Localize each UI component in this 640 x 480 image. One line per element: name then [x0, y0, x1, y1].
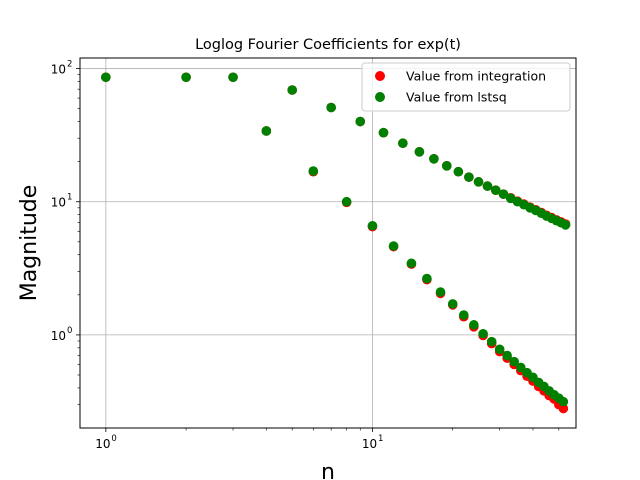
lstsq-point	[388, 241, 399, 251]
lstsq-point	[378, 127, 389, 138]
lstsq-point	[473, 177, 484, 187]
legend: Value from integration Value from lstsq	[361, 62, 571, 112]
lstsq-point	[429, 154, 439, 164]
lstsq-point	[486, 336, 497, 347]
legend-box	[361, 62, 571, 112]
x-tick-label-exponent: 1	[378, 434, 383, 444]
lstsq-point	[326, 102, 336, 113]
legend-label-lstsq: Value from lstsq	[406, 90, 507, 105]
lstsq-point	[447, 299, 458, 309]
lstsq-point	[435, 287, 446, 297]
lstsq-point	[414, 147, 425, 157]
x-tick-label-exponent: 0	[111, 434, 116, 444]
y-axis-label: Magnitude	[17, 185, 42, 302]
x-tick-label: 10	[362, 437, 377, 451]
y-tick-label: 10	[51, 63, 66, 77]
lstsq-point	[515, 362, 526, 373]
lstsq-point	[367, 220, 378, 231]
y-tick-label-exponent: 0	[67, 326, 72, 336]
lstsq-point	[398, 138, 408, 149]
lstsq-point	[287, 85, 298, 95]
chart-title: Loglog Fourier Coefficients for exp(t)	[195, 37, 461, 53]
y-tick-label: 10	[51, 196, 66, 210]
legend-label-integration: Value from integration	[406, 69, 546, 84]
x-axis-label: n	[321, 460, 335, 480]
data-points	[101, 72, 571, 414]
lstsq-point	[458, 310, 469, 320]
lstsq-point	[101, 72, 111, 83]
axis-ticks: 10 0 10 110 010 110 2	[51, 60, 560, 451]
lstsq-point	[498, 189, 509, 199]
lstsq-point	[482, 181, 493, 191]
lstsq-point	[228, 72, 238, 83]
x-tick-label: 10	[95, 437, 110, 451]
y-tick-label: 10	[51, 329, 66, 343]
lstsq-point	[422, 273, 432, 284]
lstsq-point	[469, 320, 479, 330]
lstsq-point	[406, 258, 417, 269]
plot-area	[79, 57, 577, 429]
y-tick-label-exponent: 2	[67, 60, 72, 70]
lstsq-point	[181, 72, 191, 83]
lstsq-point	[509, 356, 519, 367]
lstsq-point	[441, 161, 452, 171]
lstsq-point	[308, 166, 319, 176]
lstsq-point	[261, 126, 272, 136]
y-tick-label-exponent: 1	[67, 193, 72, 203]
lstsq-point	[560, 220, 571, 230]
lstsq-point	[341, 196, 352, 207]
lstsq-point	[453, 166, 464, 177]
lstsq-point	[558, 396, 569, 407]
legend-marker-integration	[375, 71, 385, 81]
lstsq-point	[464, 172, 474, 182]
legend-marker-lstsq	[375, 92, 385, 102]
lstsq-point	[494, 344, 505, 355]
integration-point	[558, 403, 569, 414]
lstsq-point	[478, 328, 488, 339]
lstsq-point	[355, 116, 366, 127]
lstsq-point	[502, 350, 512, 361]
lstsq-point	[490, 185, 501, 196]
